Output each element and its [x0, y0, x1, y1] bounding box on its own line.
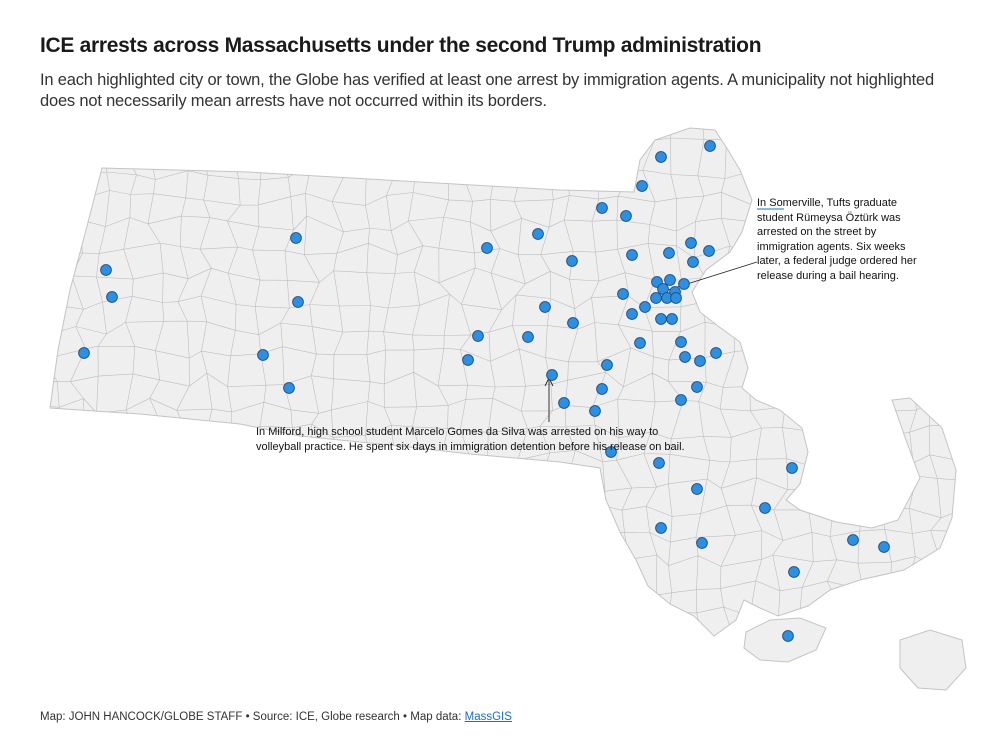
- arrest-marker[interactable]: [539, 301, 551, 313]
- arrest-marker[interactable]: [558, 397, 570, 409]
- arrest-marker[interactable]: [522, 331, 534, 343]
- arrest-marker[interactable]: [605, 446, 617, 458]
- arrest-marker[interactable]: [653, 457, 665, 469]
- massgis-link[interactable]: MassGIS: [464, 711, 512, 723]
- arrest-marker[interactable]: [100, 264, 112, 276]
- arrest-marker[interactable]: [596, 202, 608, 214]
- map-title: ICE arrests across Massachusetts under t…: [40, 34, 762, 57]
- arrest-marker[interactable]: [626, 308, 638, 320]
- arrest-marker[interactable]: [878, 541, 890, 553]
- arrest-marker[interactable]: [106, 291, 118, 303]
- nantucket-land: [899, 629, 967, 691]
- footer-separator: •: [245, 711, 250, 723]
- arrest-marker[interactable]: [788, 566, 800, 578]
- credit-text: Map: JOHN HANCOCK/GLOBE STAFF: [40, 711, 243, 723]
- mapdata-label: Map data:: [410, 711, 462, 723]
- arrest-marker[interactable]: [655, 313, 667, 325]
- arrest-marker[interactable]: [283, 382, 295, 394]
- arrest-marker[interactable]: [462, 354, 474, 366]
- arrest-marker[interactable]: [546, 369, 558, 381]
- arrest-marker[interactable]: [566, 255, 578, 267]
- arrest-marker[interactable]: [532, 228, 544, 240]
- arrest-marker[interactable]: [655, 522, 667, 534]
- arrest-marker[interactable]: [696, 537, 708, 549]
- somerville-annotation: In Somerville, Tufts graduate student Rü…: [757, 197, 917, 282]
- arrest-marker[interactable]: [675, 394, 687, 406]
- arrest-marker[interactable]: [678, 278, 690, 290]
- arrest-marker[interactable]: [687, 256, 699, 268]
- arrest-marker[interactable]: [782, 630, 794, 642]
- arrest-marker[interactable]: [78, 347, 90, 359]
- arrest-marker[interactable]: [589, 405, 601, 417]
- arrest-marker[interactable]: [481, 242, 493, 254]
- arrest-marker[interactable]: [759, 502, 771, 514]
- arrest-marker[interactable]: [670, 292, 682, 304]
- arrest-marker[interactable]: [694, 355, 706, 367]
- arrest-marker[interactable]: [679, 351, 691, 363]
- footer-separator-2: •: [403, 711, 408, 723]
- arrest-marker[interactable]: [596, 383, 608, 395]
- arrest-marker[interactable]: [639, 301, 651, 313]
- arrest-marker[interactable]: [567, 317, 579, 329]
- arrest-marker[interactable]: [704, 140, 716, 152]
- arrest-marker[interactable]: [663, 247, 675, 259]
- arrest-marker[interactable]: [703, 245, 715, 257]
- arrest-marker[interactable]: [691, 381, 703, 393]
- arrest-markers: [78, 140, 890, 642]
- arrest-marker[interactable]: [655, 151, 667, 163]
- arrest-marker[interactable]: [620, 210, 632, 222]
- map-footer: Map: JOHN HANCOCK/GLOBE STAFF • Source: …: [40, 711, 512, 723]
- arrest-marker[interactable]: [710, 347, 722, 359]
- arrest-marker[interactable]: [626, 249, 638, 261]
- state-land: [49, 127, 967, 691]
- arrest-marker[interactable]: [675, 336, 687, 348]
- source-text: Source: ICE, Globe research: [252, 711, 400, 723]
- arrest-marker[interactable]: [617, 288, 629, 300]
- arrest-marker[interactable]: [666, 313, 678, 325]
- arrest-marker[interactable]: [685, 237, 697, 249]
- arrest-marker[interactable]: [664, 274, 676, 286]
- arrest-marker[interactable]: [786, 462, 798, 474]
- arrest-marker[interactable]: [650, 292, 662, 304]
- arrest-marker[interactable]: [290, 232, 302, 244]
- arrest-marker[interactable]: [634, 337, 646, 349]
- map-subtitle: In each highlighted city or town, the Gl…: [40, 71, 934, 110]
- arrest-marker[interactable]: [601, 359, 613, 371]
- arrest-marker[interactable]: [636, 180, 648, 192]
- arrest-marker[interactable]: [257, 349, 269, 361]
- arrest-marker[interactable]: [847, 534, 859, 546]
- milford-annotation: In Milford, high school student Marcelo …: [256, 426, 685, 453]
- arrest-marker[interactable]: [292, 296, 304, 308]
- arrest-marker[interactable]: [691, 483, 703, 495]
- arrest-marker[interactable]: [472, 330, 484, 342]
